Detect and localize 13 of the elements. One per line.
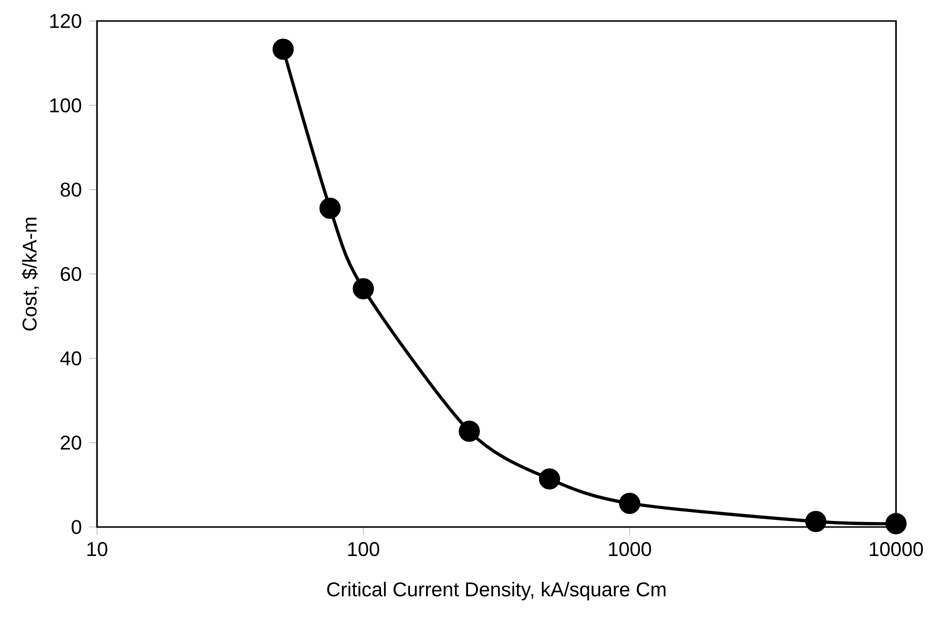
x-tick-label: 10 xyxy=(87,542,108,556)
x-axis-title: Critical Current Density, kA/square Cm xyxy=(327,582,666,600)
y-tick-label: 60 xyxy=(60,266,82,282)
y-tick-label: 80 xyxy=(60,182,82,197)
y-tick-label: 100 xyxy=(50,98,82,112)
y-tick-label: 20 xyxy=(60,436,82,450)
y-tick-label: 0 xyxy=(72,520,82,534)
x-tick-label: 100 xyxy=(348,542,380,556)
x-tick-label: 10000 xyxy=(870,542,923,556)
x-tick-label: 1000 xyxy=(609,542,652,556)
y-axis-title: Cost, $/kA-m xyxy=(22,218,40,331)
y-tick-label: 120 xyxy=(50,14,82,28)
y-tick-label: 40 xyxy=(60,351,82,366)
